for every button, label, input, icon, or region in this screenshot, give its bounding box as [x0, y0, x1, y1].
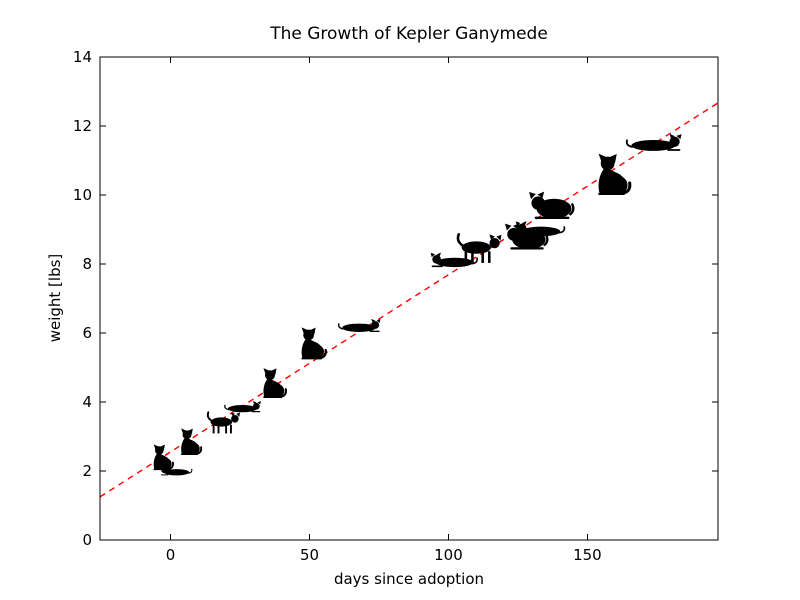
cat-marker-lie	[429, 251, 479, 268]
cat-marker-sit	[596, 152, 632, 196]
y-tick-label: 12	[73, 117, 92, 135]
y-tick-label: 0	[82, 531, 92, 549]
cat-marker-lie	[224, 400, 262, 413]
x-axis-label: days since adoption	[333, 570, 485, 588]
x-tick-label: 0	[166, 546, 176, 564]
y-tick-label: 2	[82, 462, 92, 480]
y-tick-label: 4	[82, 393, 92, 411]
y-tick-label: 14	[73, 48, 92, 66]
cat-marker-lie	[337, 318, 382, 333]
x-tick-label: 50	[300, 546, 319, 564]
cat-marker-walk	[206, 411, 242, 435]
cat-marker-sit	[300, 326, 327, 361]
cat-marker-sit	[152, 443, 174, 471]
chart-title: The Growth of Kepler Ganymede	[270, 24, 548, 44]
cat-marker-lie	[159, 465, 193, 476]
trend-line	[99, 102, 719, 498]
x-tick-label: 100	[434, 546, 463, 564]
cat-marker-sit	[179, 427, 203, 456]
y-tick-label: 8	[82, 255, 92, 273]
x-tick-label: 150	[573, 546, 602, 564]
y-tick-label: 10	[73, 186, 92, 204]
y-tick-label: 6	[82, 324, 92, 342]
plot-border	[99, 56, 719, 541]
cat-marker-crouch	[527, 190, 575, 221]
cat-marker-sit	[262, 367, 288, 399]
cat-marker-lie	[625, 133, 683, 152]
